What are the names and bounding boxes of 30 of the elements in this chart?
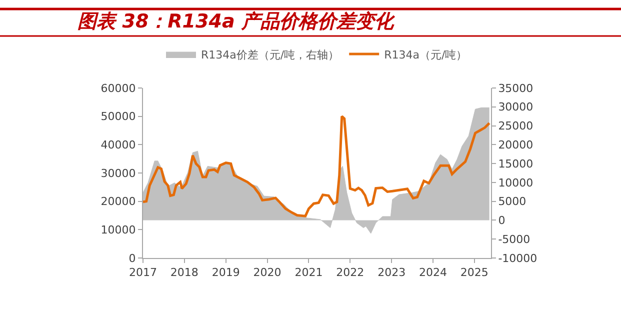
y2-tick-label: 5000: [498, 195, 526, 208]
y2-tick-label: 20000: [498, 138, 534, 152]
y2-tick-label: 10000: [498, 176, 534, 190]
y2-tick-label: 0: [498, 214, 506, 228]
x-tick-label: 2018: [170, 266, 198, 280]
x-tick-label: 2021: [294, 266, 323, 280]
y2-tick-label: -10000: [498, 252, 538, 265]
y-tick-label: 60000: [100, 82, 136, 95]
y2-tick-label: 35000: [498, 82, 534, 95]
y2-tick-label: 15000: [498, 157, 534, 170]
y-tick-label: 40000: [100, 138, 136, 152]
legend-label: R134a价差（元/吨，右轴）: [201, 48, 340, 62]
x-tick-label: 2023: [378, 266, 406, 280]
x-tick-label: 2020: [253, 266, 282, 280]
y-tick-label: 10000: [100, 224, 136, 237]
x-tick-label: 2022: [336, 266, 364, 280]
chart-title: 图表 38：R134a 产品价格价差变化: [78, 10, 396, 33]
y-tick-label: 0: [128, 252, 136, 265]
x-tick-label: 2017: [129, 266, 157, 280]
y2-tick-label: -5000: [498, 232, 530, 246]
y2-tick-label: 25000: [498, 120, 534, 133]
line-series: [143, 115, 491, 218]
x-tick-label: 2025: [460, 266, 488, 280]
x-tick-label: 2024: [419, 266, 447, 280]
y-tick-label: 30000: [100, 166, 136, 180]
y-tick-label: 50000: [100, 110, 136, 124]
legend-label: R134a（元/吨）: [384, 48, 468, 62]
y-tick-label: 20000: [100, 195, 136, 208]
x-tick-label: 2019: [212, 266, 240, 280]
y2-tick-label: 30000: [498, 100, 534, 114]
